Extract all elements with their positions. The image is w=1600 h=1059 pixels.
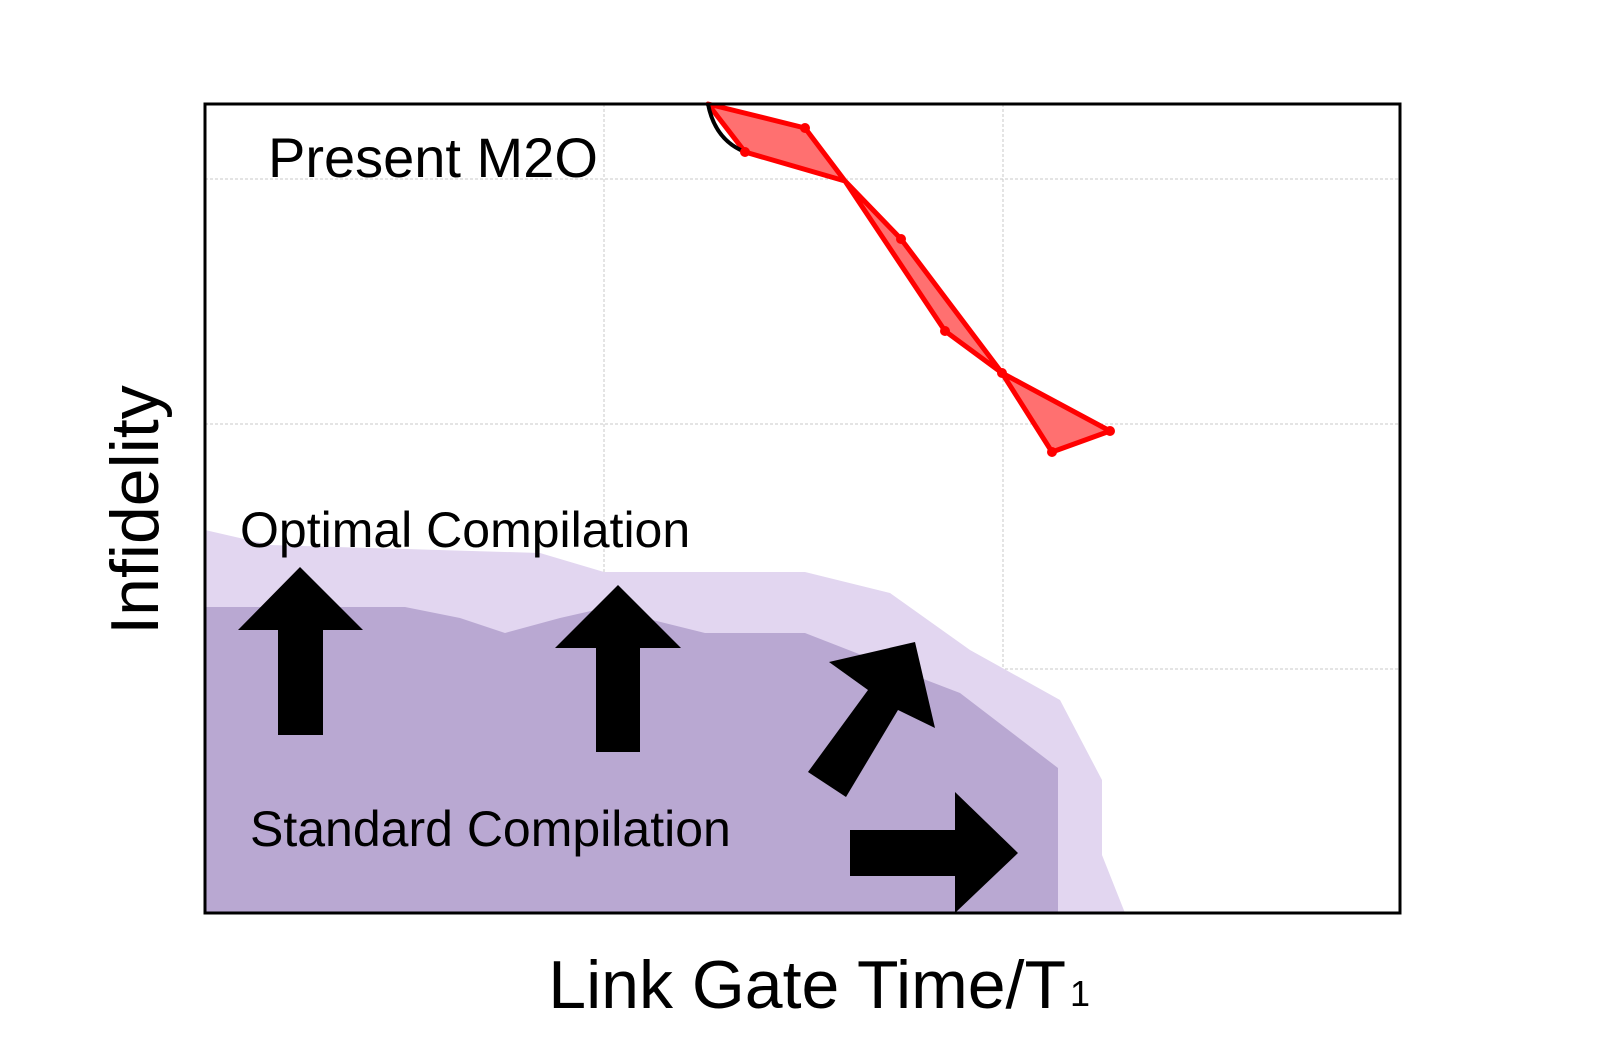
arrow <box>238 567 363 735</box>
point <box>896 234 906 244</box>
standard-region <box>205 607 1058 913</box>
arrows <box>238 567 1018 913</box>
x-axis-label: Link Gate Time/T <box>548 947 1066 1023</box>
annotation: Optimal Compilation <box>240 502 690 558</box>
arrow <box>850 792 1018 913</box>
band <box>705 101 1113 455</box>
annotation: Standard Compilation <box>250 801 731 857</box>
point <box>740 147 750 157</box>
arrow <box>808 642 935 797</box>
m2o-band <box>705 101 1115 457</box>
plot-frame <box>203 102 1402 915</box>
point <box>1105 426 1115 436</box>
point <box>997 368 1007 378</box>
y-axis-label: Infidelity <box>97 385 173 634</box>
point <box>800 123 810 133</box>
curve <box>706 103 746 154</box>
annotation: Present M2O <box>268 126 598 189</box>
point <box>940 326 950 336</box>
point <box>1047 447 1057 457</box>
arrow <box>555 585 681 752</box>
points <box>740 123 1115 457</box>
x-axis-label-subscript: 1 <box>1070 973 1090 1014</box>
